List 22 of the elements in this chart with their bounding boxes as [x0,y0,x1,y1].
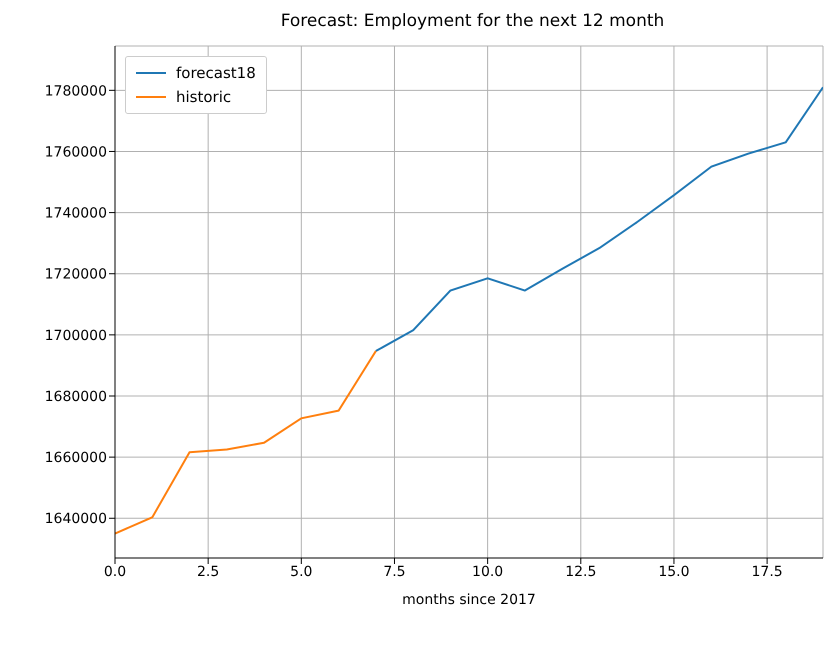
y-tick-label: 1660000 [44,450,107,466]
line-series [374,86,823,352]
y-tick-label: 1760000 [44,144,107,160]
x-tick-label: 0.0 [104,564,126,580]
y-tick-label: 1780000 [44,83,107,100]
y-tick-label: 1720000 [44,266,107,283]
y-tick-label: 1740000 [44,206,107,222]
x-tick-label: 12.5 [565,564,596,580]
x-tick-label: 17.5 [752,564,783,580]
y-tick-label: 1640000 [44,511,107,528]
x-tick-label: 7.5 [383,564,406,580]
chart-title: Forecast: Employment for the next 12 month [280,10,666,33]
x-tick-label: 2.5 [197,564,220,580]
y-tick-label: 1700000 [44,328,107,344]
x-axis-title: months since 2017 [402,592,536,608]
legend-label: forecast18 [176,63,256,84]
legend-label: historic [176,87,232,108]
x-tick-label: 15.0 [658,564,690,580]
line-series [115,350,377,535]
y-tick-label: 1680000 [44,388,107,405]
x-tick-label: 5.0 [290,564,312,580]
x-tick-label: 10.0 [472,564,504,580]
